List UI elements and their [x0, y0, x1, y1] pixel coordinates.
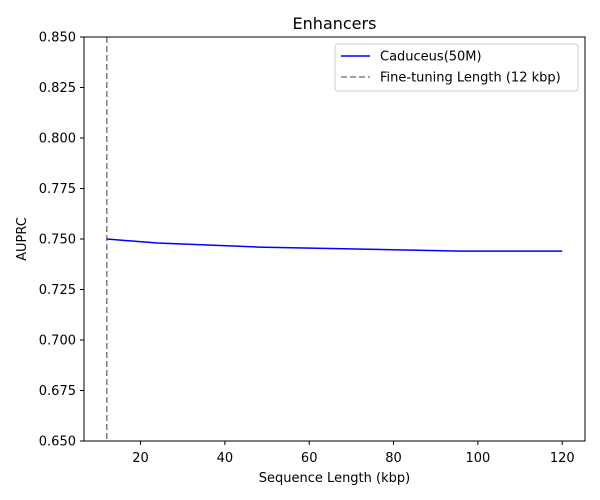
- plot-content: [106, 37, 563, 441]
- y-axis-ticks: 0.650 0.675 0.700 0.725 0.750 0.775 0.800 0.825…: [39, 31, 84, 450]
- y-tick-label: 0.725: [39, 283, 76, 298]
- chart-title: Enhancers: [293, 14, 377, 33]
- x-tick-label: 40: [217, 451, 234, 466]
- plot-frame: [83, 36, 586, 442]
- y-tick-label: 0.650: [39, 435, 76, 450]
- legend-box: [334, 43, 579, 92]
- legend-label: Caduceus(50M): [380, 50, 482, 65]
- y-tick-label: 0.675: [39, 384, 76, 399]
- y-tick-label: 0.800: [39, 132, 76, 147]
- y-tick-label: 0.700: [39, 334, 76, 349]
- legend-label: Fine-tuning Length (12 kbp): [380, 71, 561, 86]
- x-axis-ticks: 20 40 60 80 100 120: [132, 441, 575, 466]
- x-tick-label: 100: [465, 451, 490, 466]
- y-tick-label: 0.750: [39, 233, 76, 248]
- y-tick-label: 0.775: [39, 182, 76, 197]
- x-tick-label: 120: [550, 451, 575, 466]
- y-axis-label: AUPRC: [15, 217, 30, 261]
- y-tick-label: 0.850: [39, 31, 76, 46]
- x-tick-label: 20: [132, 451, 149, 466]
- x-tick-label: 60: [301, 451, 318, 466]
- y-tick-label: 0.825: [39, 81, 76, 96]
- x-axis-label: Sequence Length (kbp): [259, 471, 410, 486]
- x-tick-label: 80: [385, 451, 402, 466]
- legend: Caduceus(50M) Fine-tuning Length (12 kbp): [334, 43, 579, 92]
- series-line-0: [106, 238, 563, 252]
